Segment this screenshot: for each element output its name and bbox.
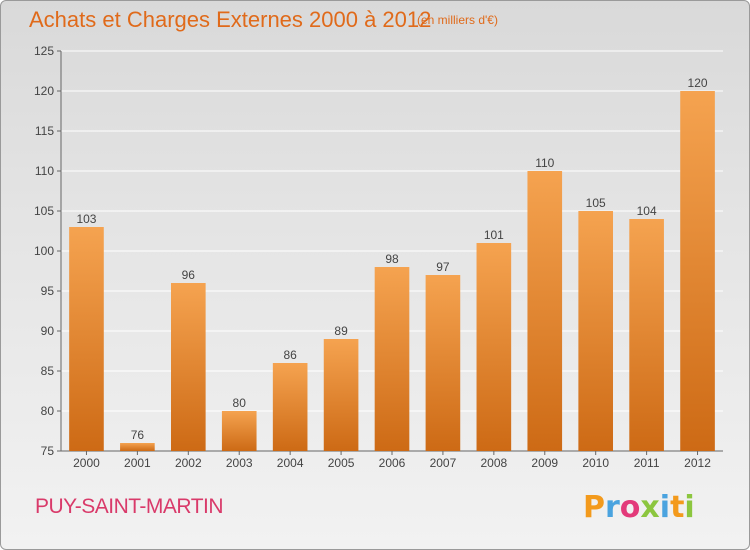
x-tick-label: 2012	[684, 456, 711, 470]
data-label: 80	[233, 396, 247, 410]
bar	[221, 411, 257, 451]
bar	[680, 91, 715, 451]
bar	[425, 275, 461, 451]
data-label: 76	[131, 428, 145, 442]
bar	[476, 243, 512, 451]
y-tick-label: 110	[35, 164, 54, 178]
bar	[120, 443, 155, 451]
y-tick-label: 115	[35, 124, 54, 138]
x-tick-label: 2003	[226, 456, 253, 470]
y-tick-label: 95	[41, 284, 55, 298]
y-tick-label: 120	[34, 84, 54, 98]
data-label: 96	[182, 268, 196, 282]
proxiti-logo: Proxiti	[583, 490, 693, 525]
x-tick-label: 2010	[582, 456, 609, 470]
chart-title: Achats et Charges Externes 2000 à 2012	[29, 7, 432, 32]
y-tick-label: 85	[41, 364, 55, 378]
x-tick-label: 2008	[480, 456, 507, 470]
bar	[374, 267, 410, 451]
bar	[578, 211, 614, 451]
bar	[629, 219, 664, 451]
x-tick-label: 2001	[124, 456, 151, 470]
x-axis: 2000 2001 2002 2003 2004 2005 2006 2007 2008 2009…	[73, 451, 711, 470]
data-label: 103	[76, 212, 96, 226]
x-tick-label: 2007	[430, 456, 457, 470]
bar	[170, 283, 206, 451]
y-tick-label: 75	[41, 444, 55, 458]
data-label: 97	[436, 260, 450, 274]
data-label: 89	[334, 324, 348, 338]
data-label: 110	[535, 156, 554, 170]
y-tick-label: 100	[34, 244, 54, 258]
x-tick-label: 2011	[634, 456, 660, 470]
x-tick-label: 2002	[175, 456, 202, 470]
y-tick-label: 90	[41, 324, 55, 338]
data-label: 98	[385, 252, 399, 266]
y-tick-label: 105	[34, 204, 54, 218]
bar	[69, 227, 104, 451]
data-label: 104	[637, 204, 657, 218]
x-tick-label: 2006	[379, 456, 406, 470]
data-label: 86	[283, 348, 297, 362]
y-tick-label: 125	[34, 44, 54, 58]
svg-text:Proxiti: Proxiti	[583, 490, 693, 525]
x-tick-label: 2000	[73, 456, 100, 470]
data-label: 120	[688, 76, 708, 90]
x-tick-label: 2004	[277, 456, 304, 470]
x-tick-label: 2005	[328, 456, 355, 470]
bars	[69, 91, 715, 451]
bar	[272, 363, 308, 451]
data-labels: 103 76 96 80 86 89 98 97 101 110 105 104 120	[76, 76, 707, 442]
x-tick-label: 2009	[531, 456, 558, 470]
y-tick-label: 80	[41, 404, 55, 418]
data-label: 105	[586, 196, 606, 210]
chart-subtitle: (en milliers d'€)	[417, 13, 498, 27]
bar	[323, 339, 359, 451]
bar	[527, 171, 563, 451]
place-name: PUY-SAINT-MARTIN	[35, 495, 224, 518]
data-label: 101	[484, 228, 504, 242]
